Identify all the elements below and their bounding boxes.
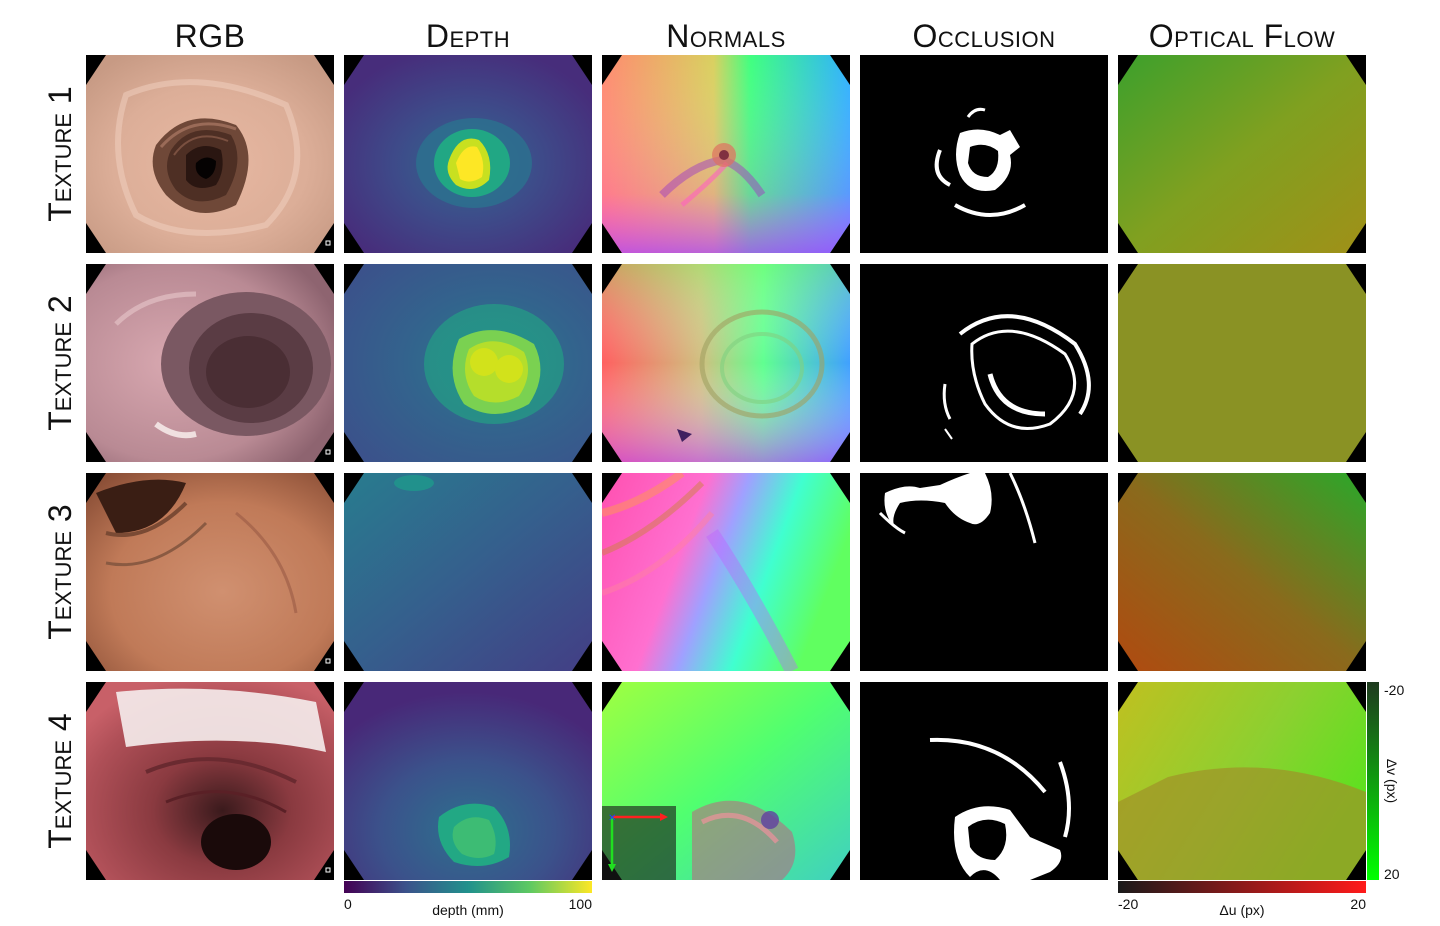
rgb-image-texture-1 [86,55,334,253]
depth-map-texture-2 [344,264,592,462]
occlusion-mask-texture-2 [860,264,1108,462]
optical-flow-texture-4 [1118,682,1366,880]
depth-map-texture-1 [344,55,592,253]
flow-v-colorbar [1367,682,1379,880]
column-header-optical-flow: Optical Flow [1148,18,1336,54]
rgb-image-texture-3 [86,473,334,671]
depth-map-texture-3 [344,473,592,671]
depth-colorbar-max-label: 100 [568,896,592,912]
optical-flow-texture-1 [1118,55,1366,253]
flow-v-colorbar-title: Δv (px) [1384,758,1400,804]
column-header-depth: Depth [425,18,511,54]
row-label-texture-4: Texture 4 [42,713,78,849]
flow-u-colorbar-min-label: -20 [1118,896,1139,912]
depth-colorbar-title: depth (mm) [432,902,504,918]
depth-colorbar-min-label: 0 [344,896,352,912]
column-header-occlusion: Occlusion [912,18,1056,54]
column-header-rgb: RGB [174,18,246,54]
optical-flow-texture-3 [1118,473,1366,671]
flow-u-colorbar-max-label: 20 [1350,896,1366,912]
flow-u-colorbar [1118,881,1366,893]
occlusion-mask-texture-4 [860,682,1108,880]
column-header-normals: Normals [666,18,786,54]
occlusion-mask-texture-3 [860,473,1108,671]
row-label-texture-3: Texture 3 [42,504,78,640]
optical-flow-texture-2 [1118,264,1366,462]
occlusion-mask-texture-1 [860,55,1108,253]
depth-colorbar [344,881,592,893]
normals-map-texture-1 [602,55,850,253]
svg-text:✕: ✕ [608,813,616,824]
rgb-image-texture-4 [86,682,334,880]
row-label-texture-2: Texture 2 [42,295,78,431]
flow-v-colorbar-min-label: -20 [1384,682,1405,698]
axes-legend-icon: ✕ [608,813,668,872]
normals-map-texture-2 [602,264,850,462]
flow-u-colorbar-title: Δu (px) [1219,902,1265,918]
depth-map-texture-4 [344,682,592,880]
row-label-texture-1: Texture 1 [42,86,78,222]
normals-map-texture-4: ✕ [602,682,850,880]
rgb-image-texture-2 [86,264,334,462]
normals-map-texture-3 [602,473,850,671]
flow-v-colorbar-max-label: 20 [1384,866,1400,882]
